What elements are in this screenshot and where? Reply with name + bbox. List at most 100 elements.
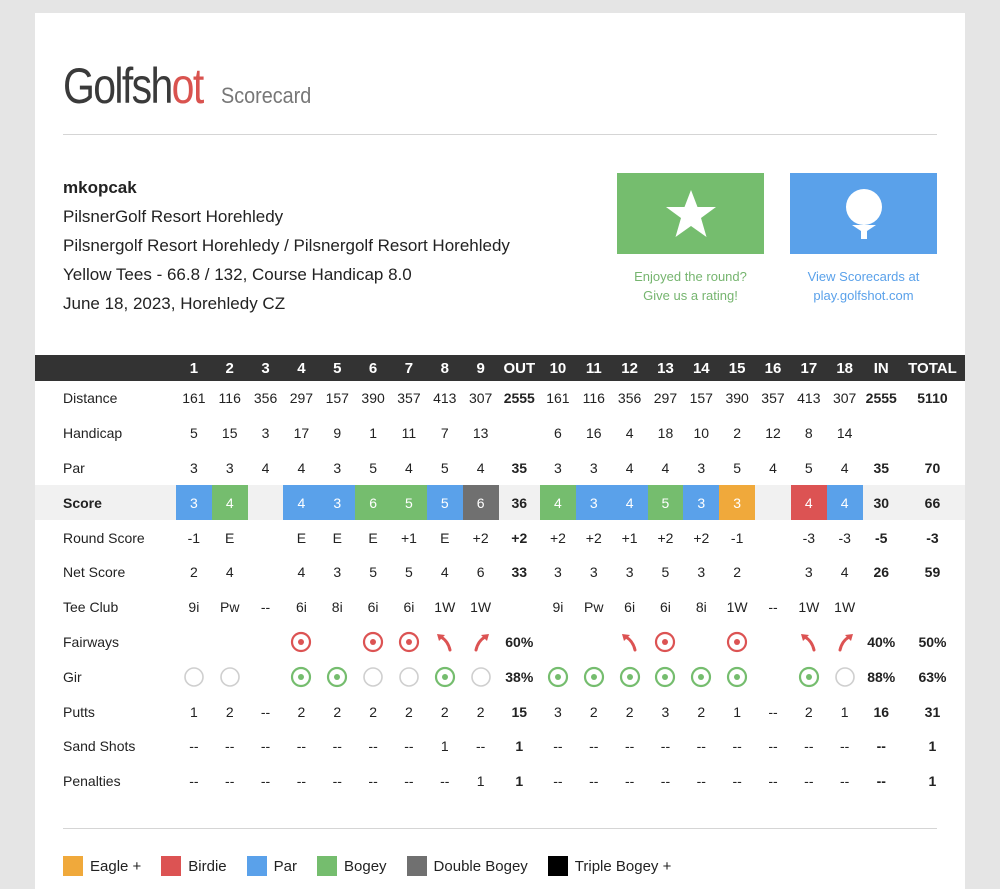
table-cell: 297 [289, 390, 314, 407]
table-cell: E [368, 529, 378, 546]
score-cell: 3 [319, 485, 356, 521]
score-cell: 6 [462, 485, 499, 521]
table-cell: -- [768, 599, 778, 616]
table-cell: 40% [867, 633, 896, 650]
table-cell: 4 [297, 459, 306, 476]
gir-miss-icon [363, 666, 383, 687]
table-cell: 16 [585, 425, 602, 442]
table-row: Score 3 4 4 3 6 5 5 6 36 4 3 4 5 3 3 4 4 30 66 [35, 485, 965, 521]
table-cell: 3 [589, 564, 598, 581]
table-cell: 5 [661, 564, 670, 581]
table-cell: 60% [505, 633, 534, 650]
stat-icon-cell [612, 659, 648, 694]
table-cell: 12 [765, 425, 781, 442]
fairway-hit-icon [362, 631, 384, 653]
rate-button[interactable] [617, 173, 764, 254]
table-cell: 161 [546, 390, 570, 407]
table-cell: 1 [928, 773, 937, 790]
table-cell: -- [260, 738, 271, 755]
table-cell: -- [840, 738, 850, 755]
table-cell: 116 [582, 390, 605, 407]
stat-icon-cell [827, 659, 863, 694]
table-cell: 3 [804, 564, 813, 581]
table-cell: 1W [726, 599, 748, 616]
table-cell: 17 [293, 425, 310, 442]
table-cell: 2 [804, 703, 813, 720]
table-cell: 2 [625, 703, 634, 720]
table-cell: -- [660, 738, 671, 755]
table-cell: 2 [589, 703, 598, 720]
table-cell: -- [296, 773, 307, 790]
table-cell: -1 [730, 529, 744, 546]
miss-right-icon [474, 633, 489, 652]
gir-hit-icon [619, 666, 640, 687]
table-cell: -- [624, 738, 635, 755]
fairway-hit-icon [727, 631, 748, 653]
table-cell: -- [260, 773, 271, 790]
table-cell: 413 [797, 390, 821, 407]
row-label: Penalties [63, 773, 121, 790]
table-cell: 5 [369, 564, 377, 581]
table-cell: +1 [400, 529, 417, 546]
view-scorecards-promo[interactable]: View Scorecards at play.golfshot.com [790, 173, 937, 305]
table-cell: -- [296, 738, 307, 755]
table-cell: -- [768, 738, 778, 755]
row-label: Tee Club [63, 599, 119, 616]
table-cell [683, 625, 719, 660]
table-cell: -- [732, 773, 742, 790]
legend-item: Eagle + [63, 856, 141, 876]
table-cell: 5110 [917, 390, 948, 407]
table-cell: 3 [554, 564, 562, 581]
table-cell: -- [589, 738, 599, 755]
table-cell: 3 [261, 425, 270, 442]
view-caption-line2[interactable]: play.golfshot.com [813, 288, 914, 303]
table-cell: 88% [867, 668, 896, 685]
divider [63, 828, 937, 829]
stat-icon-cell [176, 659, 212, 694]
table-cell: 13 [472, 425, 489, 442]
score-cell: 4 [611, 485, 648, 521]
column-header: 4 [283, 355, 320, 381]
row-label: Net Score [63, 564, 126, 581]
table-cell: +2 [511, 529, 528, 546]
score-cell: 5 [426, 485, 463, 521]
miss-left-icon [621, 633, 637, 652]
table-cell: -3 [926, 529, 939, 546]
table-row: Handicap 5 15 3 17 9 1 11 7 13 6 16 4 18 10 2 12 8 14 [35, 416, 965, 451]
table-cell: -- [589, 773, 599, 790]
view-scorecards-button[interactable] [790, 173, 937, 254]
rating-promo[interactable]: Enjoyed the round? Give us a rating! [617, 173, 764, 305]
legend-item: Triple Bogey + [547, 856, 671, 876]
table-cell: 4 [661, 459, 670, 476]
table-cell: 1 [440, 738, 449, 755]
legend-label: Birdie [188, 857, 227, 875]
table-cell: 6 [476, 564, 485, 581]
table-cell: 6i [624, 599, 636, 616]
table-cell: 157 [325, 390, 349, 407]
table-row: Sand Shots -- -- -- -- -- -- -- 1 -- 1 -- -- -- -- -- --… [35, 729, 965, 764]
table-cell: 4 [625, 425, 634, 442]
table-cell: 5 [405, 564, 413, 581]
table-cell [755, 485, 791, 521]
table-cell: 5 [369, 459, 377, 476]
score-legend: Eagle + Birdie Par Bogey Double Bogey Triple … [63, 856, 691, 876]
table-cell: 2 [697, 703, 706, 720]
gir-hit-icon [291, 666, 312, 687]
table-cell: -- [696, 773, 706, 790]
score-cell: 5 [391, 485, 427, 521]
legend-swatch [317, 856, 337, 876]
table-cell: 2 [225, 703, 234, 720]
legend-item: Par [246, 856, 297, 876]
legend-swatch [547, 856, 568, 876]
table-cell: 4 [625, 459, 634, 476]
table-cell: -- [553, 738, 563, 755]
column-header: 17 [790, 355, 827, 381]
table-cell: 18 [657, 425, 674, 442]
table-cell [755, 659, 791, 694]
table-cell [900, 590, 965, 625]
table-cell: 4 [840, 564, 849, 581]
table-cell: 9 [333, 425, 342, 442]
column-header: 3 [247, 355, 284, 381]
table-cell: 4 [440, 564, 449, 581]
table-cell: -- [225, 738, 235, 755]
